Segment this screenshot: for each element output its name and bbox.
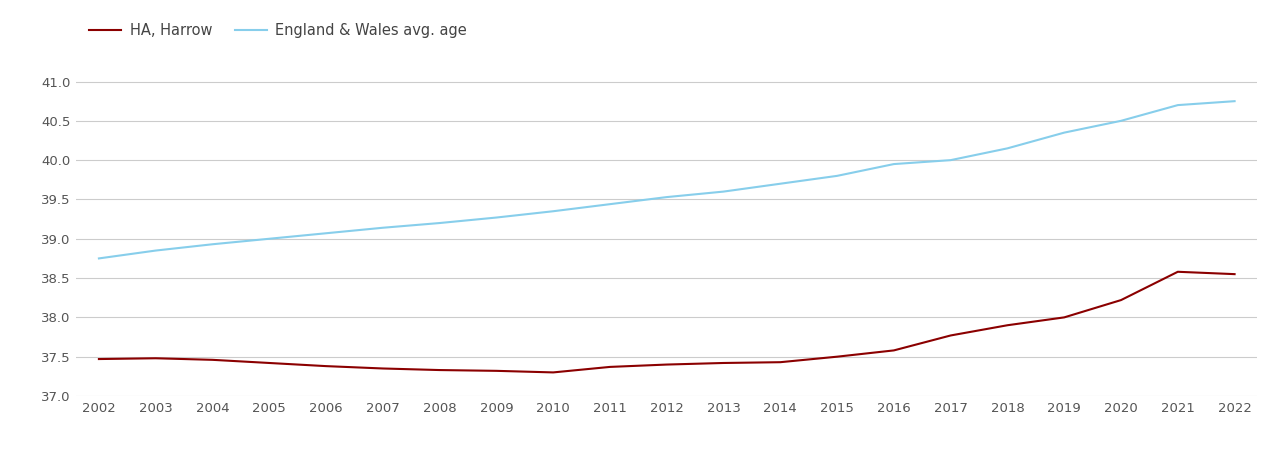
HA, Harrow: [1170, 269, 1185, 274]
HA, Harrow: [829, 354, 845, 360]
England & Wales avg. age: [1170, 103, 1185, 108]
HA, Harrow: [944, 333, 959, 338]
HA, Harrow: [375, 366, 390, 371]
HA, Harrow: [91, 356, 107, 362]
HA, Harrow: [772, 360, 787, 365]
England & Wales avg. age: [886, 162, 902, 167]
England & Wales avg. age: [432, 220, 447, 226]
HA, Harrow: [149, 356, 164, 361]
Line: HA, Harrow: HA, Harrow: [99, 272, 1234, 373]
HA, Harrow: [716, 360, 732, 366]
England & Wales avg. age: [602, 202, 617, 207]
HA, Harrow: [489, 368, 504, 373]
England & Wales avg. age: [772, 181, 787, 186]
England & Wales avg. age: [91, 256, 107, 261]
England & Wales avg. age: [1057, 130, 1072, 135]
HA, Harrow: [602, 364, 617, 369]
HA, Harrow: [546, 370, 561, 375]
HA, Harrow: [1114, 297, 1129, 303]
England & Wales avg. age: [204, 242, 220, 247]
HA, Harrow: [204, 357, 220, 363]
England & Wales avg. age: [944, 158, 959, 163]
HA, Harrow: [1057, 315, 1072, 320]
England & Wales avg. age: [829, 173, 845, 179]
HA, Harrow: [432, 367, 447, 373]
HA, Harrow: [659, 362, 674, 367]
England & Wales avg. age: [1114, 118, 1129, 124]
England & Wales avg. age: [149, 248, 164, 253]
England & Wales avg. age: [1227, 99, 1242, 104]
HA, Harrow: [886, 348, 902, 353]
England & Wales avg. age: [659, 194, 674, 200]
England & Wales avg. age: [319, 230, 334, 236]
England & Wales avg. age: [375, 225, 390, 230]
Legend: HA, Harrow, England & Wales avg. age: HA, Harrow, England & Wales avg. age: [84, 17, 472, 44]
HA, Harrow: [999, 323, 1015, 328]
England & Wales avg. age: [262, 236, 277, 242]
England & Wales avg. age: [716, 189, 732, 194]
England & Wales avg. age: [546, 208, 561, 214]
HA, Harrow: [319, 364, 334, 369]
HA, Harrow: [1227, 271, 1242, 277]
Line: England & Wales avg. age: England & Wales avg. age: [99, 101, 1234, 258]
England & Wales avg. age: [489, 215, 504, 220]
England & Wales avg. age: [999, 146, 1015, 151]
HA, Harrow: [262, 360, 277, 366]
